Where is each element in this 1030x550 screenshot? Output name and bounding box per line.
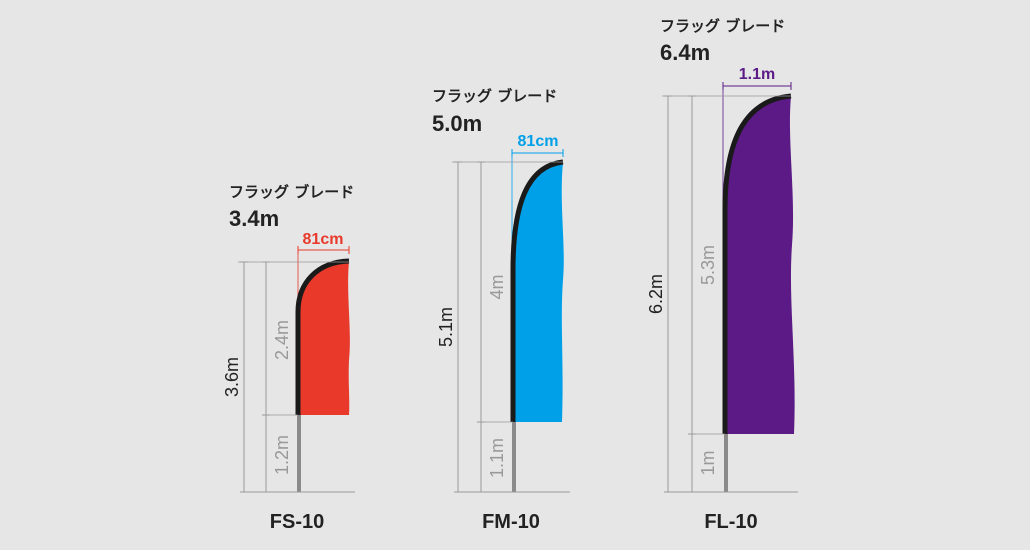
total-height-label: 6.2m <box>646 274 666 314</box>
flag-length: 3.4m <box>229 206 279 231</box>
pole-height-label: 1.2m <box>272 435 292 475</box>
width-label: 1.1m <box>739 66 775 83</box>
flag-length: 6.4m <box>660 40 710 65</box>
flag-title: フラッグ ブレード <box>229 183 354 201</box>
model-label: FS-10 <box>270 511 324 533</box>
blade-height-label: 2.4m <box>272 320 292 360</box>
model-label: FM-10 <box>482 511 540 533</box>
pole-height-label: 1.1m <box>487 438 507 478</box>
flag-fl-10: フラッグ ブレード 6.4m 1.1m 6.2m 5.3m 1m FL-10 <box>646 17 798 533</box>
blade-height-label: 4m <box>487 274 507 299</box>
flag-pole-curve <box>722 93 792 434</box>
flag-fs-10: フラッグ ブレード 3.4m 81cm 3.6m 2.4m 1.2m FS-10 <box>222 183 355 533</box>
flag-fm-10: フラッグ ブレード 5.0m 81cm 5.1m 4m 1.1m FM-10 <box>432 87 570 533</box>
total-height-label: 3.6m <box>222 357 242 397</box>
flag-blade <box>513 162 564 422</box>
flag-blade <box>298 261 350 415</box>
flag-pole-curve <box>510 159 564 422</box>
width-label: 81cm <box>518 133 559 150</box>
width-label: 81cm <box>303 231 344 248</box>
model-label: FL-10 <box>704 511 757 533</box>
blade-height-label: 5.3m <box>698 245 718 285</box>
flag-blade <box>725 96 795 434</box>
flag-title: フラッグ ブレード <box>432 87 557 105</box>
total-height-label: 5.1m <box>436 307 456 347</box>
flag-title: フラッグ ブレード <box>660 17 785 35</box>
pole-height-label: 1m <box>698 450 718 475</box>
flag-length: 5.0m <box>432 111 482 136</box>
